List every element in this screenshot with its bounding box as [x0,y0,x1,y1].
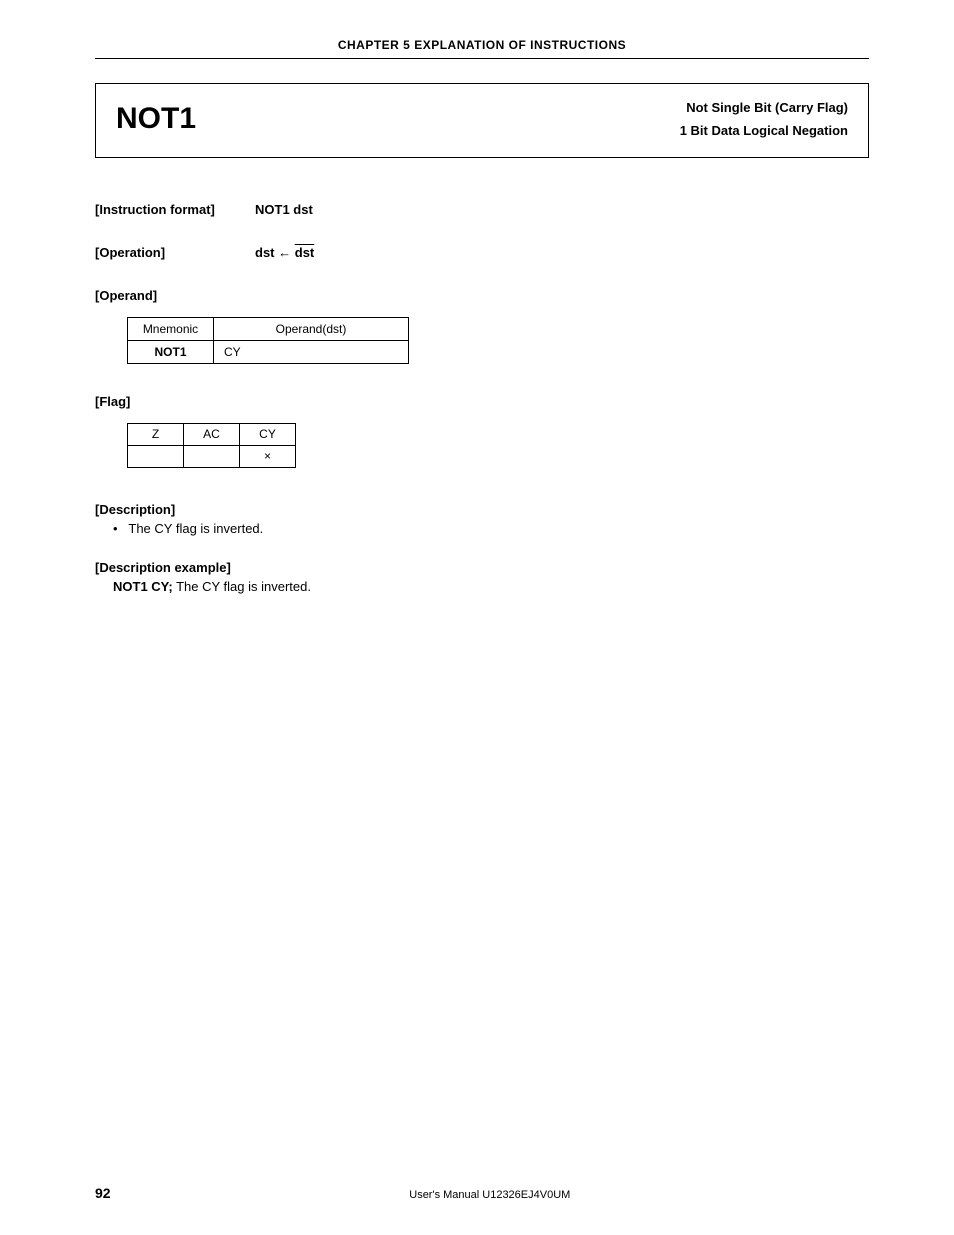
description-bullet-row: • The CY flag is inverted. [113,521,869,536]
subtitle-line-1: Not Single Bit (Carry Flag) [680,96,848,119]
table-row: Z AC CY [128,423,296,445]
table-row: × [128,445,296,467]
flag-cell-cy: × [240,445,296,467]
instruction-format-row: [Instruction format] NOT1 dst [95,202,869,217]
chapter-header: CHAPTER 5 EXPLANATION OF INSTRUCTIONS [95,38,869,59]
operand-header-operand: Operand(dst) [214,317,409,340]
flag-section: [Flag] Z AC CY × [95,394,869,468]
page-number: 92 [95,1185,111,1201]
operation-row: [Operation] dst ← dst [95,245,869,260]
operation-arrow: ← [278,245,291,260]
table-row: Mnemonic Operand(dst) [128,317,409,340]
table-row: NOT1 CY [128,340,409,363]
flag-table: Z AC CY × [127,423,296,468]
operand-label: [Operand] [95,288,869,303]
instruction-format-value: NOT1 dst [255,202,313,217]
operand-cell-mnemonic: NOT1 [128,340,214,363]
flag-header-z: Z [128,423,184,445]
example-text: The CY flag is inverted. [176,579,311,594]
example-code: NOT1 CY; [113,579,173,594]
bullet-icon: • [113,521,125,536]
operation-rhs: dst [295,245,315,260]
instruction-subtitle: Not Single Bit (Carry Flag) 1 Bit Data L… [680,96,848,143]
operand-section: [Operand] Mnemonic Operand(dst) NOT1 CY [95,288,869,364]
operation-lhs: dst [255,245,275,260]
flag-header-cy: CY [240,423,296,445]
page-footer: 92 User's Manual U12326EJ4V0UM [95,1185,869,1201]
flag-cell-ac [184,445,240,467]
operand-table: Mnemonic Operand(dst) NOT1 CY [127,317,409,364]
operand-header-mnemonic: Mnemonic [128,317,214,340]
flag-header-ac: AC [184,423,240,445]
subtitle-line-2: 1 Bit Data Logical Negation [680,119,848,142]
flag-cell-z [128,445,184,467]
footer-manual-id: User's Manual U12326EJ4V0UM [111,1189,869,1201]
description-example-label: [Description example] [95,560,869,575]
instruction-format-label: [Instruction format] [95,202,255,217]
description-example-line: NOT1 CY; The CY flag is inverted. [113,579,869,594]
description-section: [Description] • The CY flag is inverted. [95,502,869,536]
operation-value: dst ← dst [255,245,314,260]
instruction-mnemonic: NOT1 [116,102,196,136]
operation-label: [Operation] [95,245,255,260]
flag-label: [Flag] [95,394,869,409]
description-label: [Description] [95,502,869,517]
description-example-section: [Description example] NOT1 CY; The CY fl… [95,560,869,594]
operand-cell-operand: CY [214,340,409,363]
description-text: The CY flag is inverted. [128,521,263,536]
instruction-title-box: NOT1 Not Single Bit (Carry Flag) 1 Bit D… [95,83,869,158]
